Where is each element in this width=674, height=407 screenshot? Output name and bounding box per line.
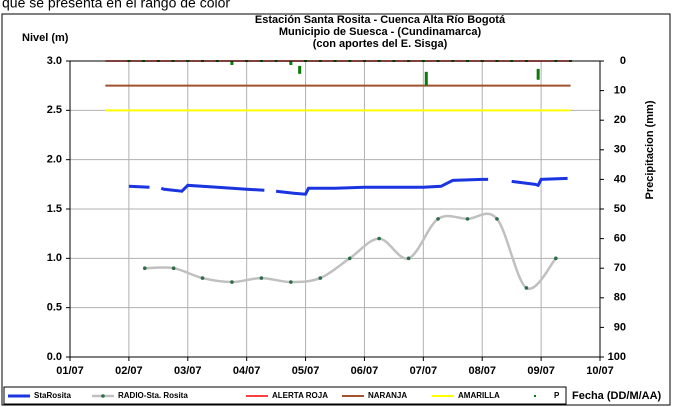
x-tick-label: 09/07: [527, 365, 555, 377]
y2-tick-label: 50: [614, 203, 626, 215]
y2-tick-label: 10: [614, 85, 626, 97]
series-marker: [554, 256, 558, 261]
legend-label: StaRosita: [34, 391, 71, 400]
y-tick-label: 3.0: [47, 55, 62, 67]
chart-title: (con aportes del E. Sisga): [313, 38, 448, 50]
legend-label: P: [554, 391, 560, 400]
y2-axis-label: Precipitacion (mm): [644, 100, 656, 199]
y-tick-label: 0.5: [47, 302, 62, 314]
legend-label: ALERTA ROJA: [272, 391, 328, 400]
precip-dot: [289, 61, 293, 65]
y2-tick-label: 90: [614, 321, 626, 333]
series-marker: [465, 217, 470, 221]
legend-marker: [101, 394, 105, 398]
precip-dot: [424, 71, 428, 86]
chart-title: Municipio de Suesca - (Cundinamarca): [279, 26, 482, 38]
header-text: que se presenta en el rango de color: [2, 0, 230, 11]
x-axis-label: Fecha (DD/M/AA): [572, 390, 662, 402]
series-marker: [230, 280, 234, 284]
precip-dot: [298, 65, 302, 74]
x-tick-label: 10/07: [586, 365, 614, 377]
series-marker: [318, 276, 323, 280]
y2-tick-label: 70: [614, 262, 626, 274]
x-tick-label: 01/07: [56, 365, 84, 377]
series-marker: [289, 280, 293, 284]
series-marker: [524, 286, 529, 290]
series-marker: [495, 217, 499, 221]
y2-tick-label: 20: [614, 114, 626, 126]
legend-box: [3, 386, 567, 405]
chart-title: Estación Santa Rosita - Cuenca Alta Río …: [255, 14, 506, 26]
series-marker: [347, 256, 352, 261]
y2-tick-label: 30: [614, 144, 626, 156]
series-line: [128, 176, 568, 196]
series-marker: [377, 236, 381, 241]
legend-swatch: [534, 395, 536, 397]
legend-label: AMARILLA: [458, 391, 500, 400]
series-marker: [200, 276, 205, 280]
precip-dot: [230, 61, 234, 65]
y-tick-label: 1.0: [47, 252, 62, 264]
x-tick-label: 08/07: [468, 365, 496, 377]
x-tick-label: 02/07: [115, 365, 143, 377]
x-tick-label: 03/07: [174, 365, 202, 377]
series-marker: [406, 256, 411, 261]
x-tick-label: 04/07: [233, 365, 261, 377]
series-marker: [436, 217, 440, 221]
x-tick-label: 05/07: [292, 365, 320, 377]
y-tick-label: 0.0: [47, 351, 62, 363]
series-marker: [142, 266, 147, 271]
y2-tick-label: 60: [614, 233, 626, 245]
y2-tick-label: 0: [620, 55, 626, 67]
x-tick-label: 07/07: [410, 365, 438, 377]
x-tick-label: 06/07: [351, 365, 379, 377]
y2-tick-label: 80: [614, 292, 626, 304]
y-axis-label: Nivel (m): [22, 32, 69, 44]
chart-frame: [1, 13, 671, 406]
y-tick-label: 2.5: [47, 104, 62, 116]
y2-tick-label: 40: [614, 173, 626, 185]
y-tick-label: 2.0: [47, 154, 62, 166]
legend-label: RADIO-Sta. Rosita: [118, 391, 188, 400]
precip-dot: [536, 68, 540, 80]
series-marker: [171, 266, 176, 271]
plot-border: [69, 60, 601, 358]
y2-tick-label: 100: [608, 351, 626, 363]
y-tick-label: 1.5: [47, 203, 62, 215]
legend-label: NARANJA: [368, 391, 407, 400]
series-marker: [259, 276, 264, 280]
